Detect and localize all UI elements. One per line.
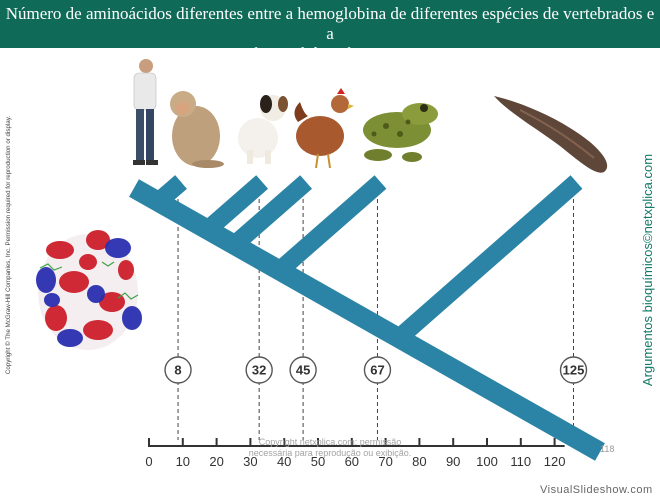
bottom-note-line-1: Copyright netxplica.com: permissão xyxy=(258,437,402,447)
watermark: VisualSlideshow.com xyxy=(540,484,653,496)
node-circle-45 xyxy=(289,356,317,384)
axis-tick-label-70: 70 xyxy=(378,454,392,469)
axis-tick-label-100: 100 xyxy=(476,454,498,469)
branch-frog xyxy=(273,175,387,278)
divergence-nodes: 8 32 45 67 125 xyxy=(164,356,588,384)
node-circle-125 xyxy=(559,356,588,384)
frog-icon xyxy=(363,103,438,162)
bottom-note: Copyright netxplica.com: permissão neces… xyxy=(225,437,435,459)
human-icon xyxy=(133,59,158,165)
dashed-guides xyxy=(177,192,574,440)
branch-lamprey xyxy=(392,175,583,345)
title-line-2: hemoglobina humana. xyxy=(254,44,406,63)
branch-chicken xyxy=(228,175,313,252)
node-label-125: 125 xyxy=(563,363,585,378)
node-circle-67 xyxy=(363,356,392,384)
axis-tick-label-110: 110 xyxy=(510,454,531,469)
node-circle-8 xyxy=(164,356,192,384)
node-circle-32 xyxy=(245,356,273,384)
tree-branches xyxy=(129,175,605,461)
axis-tick-label-20: 20 xyxy=(209,454,223,469)
axis-tick-label-0: 0 xyxy=(145,454,152,469)
branch-monkey xyxy=(152,175,187,209)
x-axis: 0 10 20 30 40 50 60 70 80 90 100 110 120 xyxy=(145,438,565,469)
lamprey-icon xyxy=(494,96,608,173)
monkey-icon xyxy=(170,91,224,168)
axis-tick-label-10: 10 xyxy=(176,454,190,469)
hemoglobin-molecule xyxy=(36,230,142,350)
axis-tick-label-120: 120 xyxy=(544,454,566,469)
axis-tick-label-60: 60 xyxy=(345,454,359,469)
node-label-45: 45 xyxy=(296,363,310,378)
node-label-32: 32 xyxy=(252,363,266,378)
axis-tick-label-50: 50 xyxy=(311,454,325,469)
axis-tick-label-30: 30 xyxy=(243,454,257,469)
chicken-icon xyxy=(294,88,354,169)
title-bar: Número de aminoácidos diferentes entre a… xyxy=(0,0,660,63)
branch-dog xyxy=(201,175,269,237)
page-number: 118 xyxy=(600,444,615,454)
axis-tick-label-40: 40 xyxy=(277,454,291,469)
node-label-67: 67 xyxy=(370,363,384,378)
node-label-8: 8 xyxy=(174,363,181,378)
axis-tick-label-90: 90 xyxy=(446,454,460,469)
axis-tick-label-80: 80 xyxy=(412,454,426,469)
bottom-note-line-2: necessária para reprodução ou exibição. xyxy=(248,448,412,458)
title-line-1: Número de aminoácidos diferentes entre a… xyxy=(5,4,655,43)
dog-icon xyxy=(238,95,288,164)
